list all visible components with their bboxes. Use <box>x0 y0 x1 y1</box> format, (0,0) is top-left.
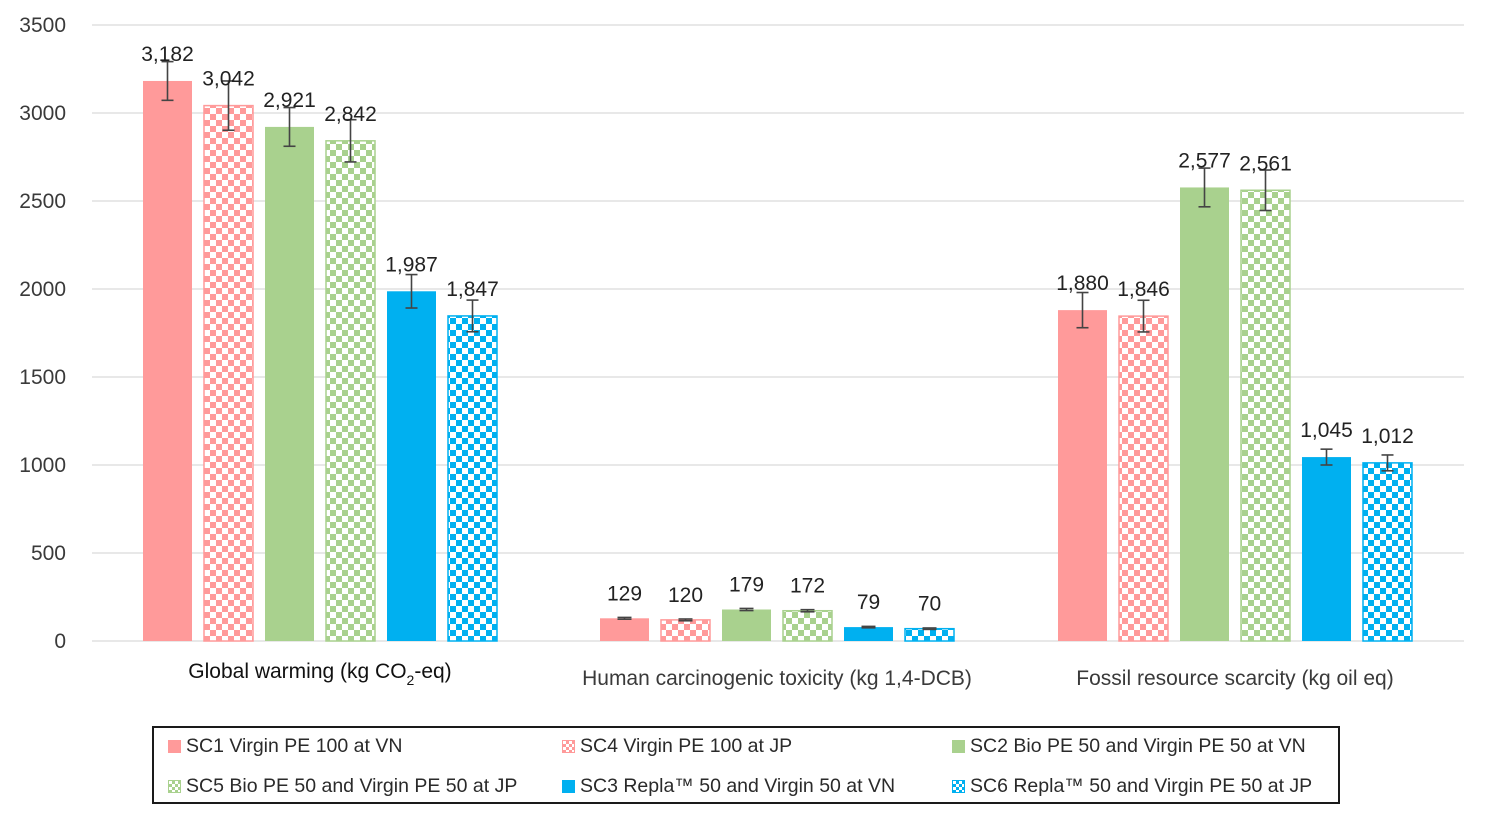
legend-item: SC6 Repla™ 50 and Virgin PE 50 at JP <box>952 772 1312 800</box>
legend-label: SC1 Virgin PE 100 at VN <box>186 734 403 757</box>
legend-swatch <box>562 739 575 753</box>
bar <box>447 315 498 642</box>
bar <box>1118 315 1169 642</box>
error-bar <box>1259 169 1272 212</box>
legend-item: SC5 Bio PE 50 and Virgin PE 50 at JP <box>168 772 517 800</box>
y-tick-label: 3000 <box>19 102 66 125</box>
y-tick-label: 1000 <box>19 454 66 477</box>
data-label: 1,880 <box>1056 272 1109 295</box>
y-tick-label: 1500 <box>19 366 66 389</box>
error-bar <box>617 616 632 620</box>
bar <box>387 291 436 641</box>
data-label: 2,842 <box>324 103 377 126</box>
y-tick-label: 0 <box>54 630 66 653</box>
bar <box>904 627 955 642</box>
legend-swatch <box>168 739 181 753</box>
gridlines <box>92 24 1464 642</box>
bar <box>1180 187 1229 641</box>
bar <box>143 80 192 641</box>
error-bar <box>161 60 174 102</box>
error-bar <box>861 625 876 629</box>
bar <box>782 609 833 642</box>
legend-swatch <box>952 779 965 793</box>
data-label: 129 <box>607 582 642 605</box>
legend-swatch <box>562 779 575 793</box>
legend-label: SC3 Repla™ 50 and Virgin 50 at VN <box>580 774 896 797</box>
legend-label: SC4 Virgin PE 100 at JP <box>580 734 793 757</box>
data-label: 179 <box>729 573 764 596</box>
data-label: 1,045 <box>1300 419 1353 442</box>
error-bar <box>466 299 479 333</box>
legend-label: SC5 Bio PE 50 and Virgin PE 50 at JP <box>186 774 518 797</box>
error-bar <box>222 80 235 132</box>
legend-item: SC4 Virgin PE 100 at JP <box>562 732 792 760</box>
error-bar <box>1076 291 1089 329</box>
data-label: 172 <box>790 575 825 598</box>
bar <box>1302 457 1351 641</box>
error-bar <box>800 608 815 613</box>
data-label: 79 <box>857 591 880 614</box>
legend-swatch <box>168 779 181 793</box>
error-bars <box>161 60 1394 631</box>
bar <box>722 609 771 641</box>
bar <box>660 619 711 642</box>
data-label: 3,182 <box>141 43 194 66</box>
legend-item: SC2 Bio PE 50 and Virgin PE 50 at VN <box>952 732 1306 760</box>
error-bar <box>678 618 693 622</box>
y-axis: 0 500 1000 1500 2000 2500 3000 3500 <box>19 14 66 653</box>
legend-label: SC2 Bio PE 50 and Virgin PE 50 at VN <box>970 734 1306 757</box>
bar <box>844 627 893 641</box>
y-tick-label: 3500 <box>19 14 66 37</box>
data-label: 70 <box>918 593 941 616</box>
category-label: Global warming (kg CO2-eq) <box>188 660 451 688</box>
legend-swatch <box>952 739 965 753</box>
category-label: Human carcinogenic toxicity (kg 1,4-DCB) <box>582 667 972 690</box>
data-label: 120 <box>668 584 703 607</box>
error-bar <box>922 627 937 631</box>
error-bar <box>1381 454 1394 472</box>
bar <box>600 618 649 641</box>
data-labels: 3,182 129 1,880 3,042 120 1,846 2,921 179 2,577 2… <box>141 43 1414 616</box>
y-tick-label: 500 <box>31 542 66 565</box>
legend-item: SC1 Virgin PE 100 at VN <box>168 732 402 760</box>
bars <box>143 80 1413 642</box>
data-label: 2,561 <box>1239 152 1292 175</box>
bar <box>1240 189 1291 642</box>
error-bar <box>283 106 296 148</box>
data-label: 1,847 <box>446 278 499 301</box>
bar <box>1058 310 1107 641</box>
data-label: 1,846 <box>1117 278 1170 301</box>
bar <box>203 104 254 642</box>
x-axis: Global warming (kg CO2-eq) Human carcinog… <box>188 660 1393 690</box>
bar <box>1362 462 1413 642</box>
error-bar <box>405 273 418 309</box>
bar <box>325 140 376 642</box>
error-bar <box>1198 167 1211 208</box>
data-label: 1,012 <box>1361 425 1414 448</box>
error-bar <box>1137 299 1150 333</box>
legend-label: SC6 Repla™ 50 and Virgin PE 50 at JP <box>970 774 1313 797</box>
data-label: 2,921 <box>263 89 316 112</box>
error-bar <box>1320 448 1333 466</box>
error-bar <box>739 607 754 612</box>
bar <box>265 126 314 642</box>
error-bar <box>344 118 357 163</box>
y-tick-label: 2000 <box>19 278 66 301</box>
data-label: 3,042 <box>202 68 255 91</box>
data-label: 1,987 <box>385 253 438 276</box>
data-label: 2,577 <box>1178 149 1231 172</box>
category-label: Fossil resource scarcity (kg oil eq) <box>1076 667 1393 690</box>
legend-item: SC3 Repla™ 50 and Virgin 50 at VN <box>562 772 895 800</box>
legend: SC1 Virgin PE 100 at VN SC4 Virgin PE 100… <box>152 726 1340 804</box>
y-tick-label: 2500 <box>19 190 66 213</box>
